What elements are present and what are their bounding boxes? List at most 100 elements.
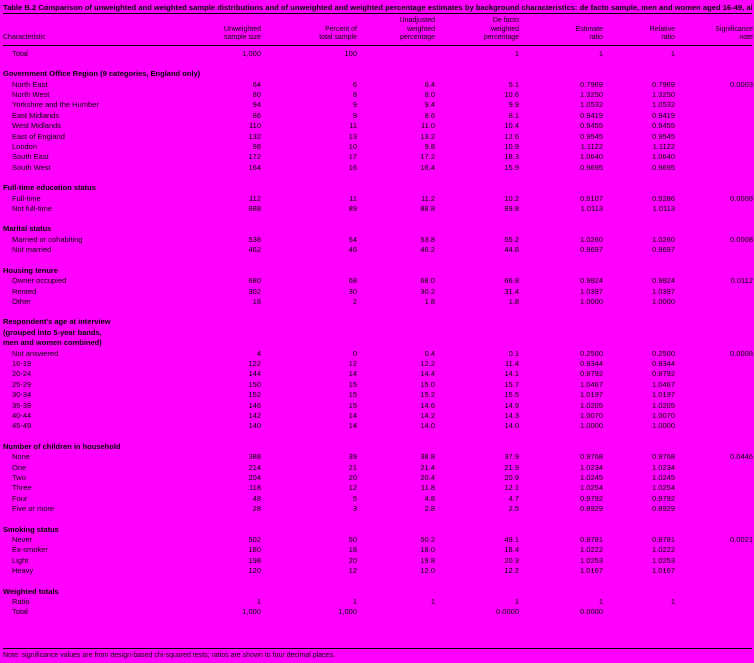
cell-value: 172 — [248, 152, 261, 162]
cell-value: 1.0113 — [652, 204, 675, 214]
cell-value: 140 — [248, 421, 261, 431]
row-label: Not answered — [12, 348, 59, 358]
cell-value: 98 — [252, 142, 261, 152]
cell-value: 11.2 — [420, 193, 435, 203]
cell-value: 1 — [598, 597, 603, 607]
cell-value: 11.8 — [420, 483, 435, 493]
table-row: 40-44 142 14 14.2 14.3 1.0070 1.0070 — [3, 411, 752, 421]
row-label: Heavy — [12, 566, 34, 576]
cell-value: 0.0008 — [730, 193, 753, 203]
cell-value: 20.9 — [504, 473, 519, 482]
cell-value: 1.0000 — [652, 421, 675, 431]
cell-value: 100 — [344, 48, 357, 58]
cell-value: 462 — [248, 245, 261, 255]
table-row: 16-19 122 12 12.2 11.4 0.9344 0.9344 — [3, 359, 752, 369]
column-header: Significance note — [715, 25, 753, 42]
cell-value: 1 — [514, 48, 519, 58]
cell-value: 12.2 — [504, 566, 519, 576]
cell-value: 0.9781 — [580, 535, 603, 545]
cell-value: 9 — [352, 110, 357, 120]
cell-value — [675, 359, 753, 369]
row-label: London — [12, 142, 38, 152]
cell-value: 0 — [352, 348, 357, 358]
cell-value: 302 — [248, 286, 261, 296]
section-header: Number of children in household — [3, 441, 121, 451]
cell-value: 0.0112 — [730, 276, 753, 286]
table-row: 20-24 144 14 14.4 14.1 0.9792 0.9792 — [3, 369, 752, 379]
row-label: Ratio — [12, 597, 30, 607]
cell-value: 1 — [430, 597, 435, 607]
cell-value: 110 — [249, 121, 261, 131]
table-row: Owner occupied 680 68 68.0 66.8 0.9824 0.9824 0… — [3, 276, 753, 286]
row-label: Light — [12, 555, 29, 565]
cell-value: 0.9792 — [652, 493, 675, 503]
cell-value — [675, 90, 753, 100]
cell-value: 1.0113 — [580, 204, 603, 214]
cell-value: 1.0397 — [580, 286, 603, 296]
cell-value: 50.2 — [420, 535, 435, 545]
cell-value: 15.9 — [504, 162, 519, 172]
cell-value — [675, 473, 753, 483]
cell-value: 5.1 — [508, 79, 519, 89]
cell-value: 11.0 — [420, 121, 435, 131]
cell-value: 10.2 — [504, 193, 519, 203]
cell-value: 6.4 — [424, 79, 435, 89]
cell-value: 1,000 — [242, 48, 261, 58]
cell-value — [675, 556, 753, 566]
column-header: De facto weighted percentage — [483, 17, 519, 42]
cell-value: 0.0000 — [580, 607, 603, 617]
cell-value: 0.9792 — [652, 369, 675, 379]
cell-value: 1.0197 — [652, 390, 675, 400]
cell-value: 538 — [248, 234, 261, 244]
cell-value: 1.0397 — [652, 286, 675, 296]
cell-value: 94 — [252, 100, 261, 110]
cell-value: 10 — [348, 142, 357, 152]
cell-value — [675, 483, 753, 493]
cell-value: 21 — [348, 462, 357, 472]
cell-value: 0.0003 — [730, 79, 753, 89]
row-label: Married or cohabiting — [12, 234, 83, 244]
row-label: North West — [12, 90, 50, 99]
cell-value: 1 — [514, 597, 519, 607]
row-label: Never — [12, 535, 33, 545]
cell-value: 8 — [352, 90, 357, 99]
table-row: Five or more 28 3 2.8 2.5 0.8929 0.8929 — [3, 504, 752, 514]
row-label: One — [12, 462, 27, 472]
cell-value: 888 — [248, 204, 261, 214]
cell-value: 20.4 — [420, 473, 435, 482]
cell-value: 1.0640 — [652, 152, 675, 162]
cell-value: 14.6 — [420, 400, 435, 410]
table-row: East of England 132 13 13.2 12.6 0.9545 0.9545 — [3, 132, 752, 142]
cell-value: 14 — [348, 369, 357, 379]
cell-value: 1 — [256, 597, 261, 607]
cell-value: 14 — [348, 410, 357, 420]
cell-value: 1.0467 — [580, 379, 603, 389]
cell-value: 16.4 — [420, 162, 435, 172]
cell-value: 8.6 — [424, 110, 435, 120]
table-row: Ratio 1 1 1 1 1 1 — [3, 597, 752, 607]
cell-value: 88.8 — [420, 204, 435, 214]
cell-value: 46 — [348, 245, 357, 255]
cell-value: 12.1 — [504, 483, 519, 493]
row-label: Total — [12, 607, 28, 617]
cell-value — [675, 607, 753, 617]
cell-value — [675, 132, 753, 142]
cell-value: 55.2 — [504, 234, 519, 244]
cell-value: 1.8 — [424, 296, 435, 306]
table-row: Not answered 4 0 0.4 0.1 0.2500 0.2500 0.0008 — [3, 348, 753, 359]
cell-value: 502 — [248, 535, 261, 545]
cell-value — [675, 390, 753, 400]
cell-value: 4 — [256, 348, 261, 358]
cell-value: 164 — [248, 162, 261, 172]
cell-value: 64 — [252, 79, 261, 89]
table-row: Married or cohabiting 538 54 53.8 55.2 1.0260… — [3, 234, 753, 245]
cell-value: 12 — [348, 483, 357, 493]
cell-value: 388 — [248, 452, 261, 462]
cell-value: 86 — [252, 110, 261, 120]
cell-value — [675, 245, 753, 255]
cell-value: 1 — [598, 48, 603, 58]
cell-value: 12.2 — [420, 358, 435, 368]
table-row: Light 198 20 19.8 20.3 1.0253 1.0253 — [3, 556, 752, 566]
row-label: Three — [12, 483, 32, 493]
